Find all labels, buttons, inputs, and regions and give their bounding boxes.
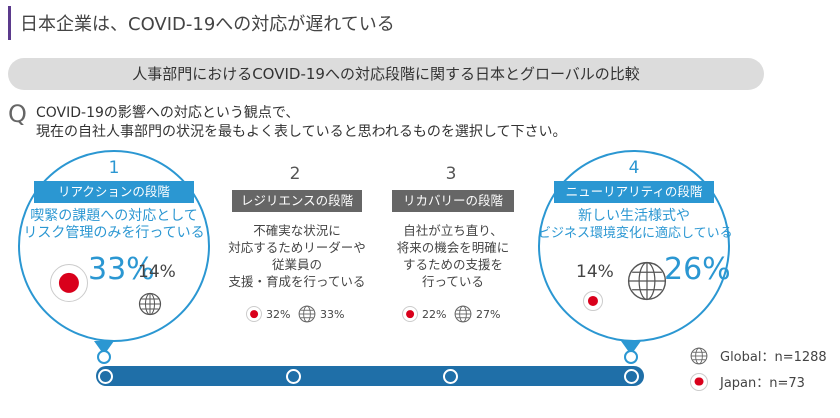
stage-1-japan-value: 33%	[88, 252, 155, 287]
japan-flag-icon	[402, 306, 418, 322]
stage-1-desc-2: リスク管理のみを行っている	[23, 225, 205, 241]
legend-japan-label: Japan：n=73	[720, 376, 805, 391]
stage-3-global-value: 27%	[476, 308, 501, 321]
globe-icon	[138, 292, 162, 316]
timeline-dot-3	[443, 369, 458, 384]
stage-2-desc-4: 支援・育成を行っている	[228, 274, 366, 289]
stage-3-japan-value: 22%	[422, 308, 447, 321]
stage-3-desc-2: 将来の機会を明確に	[396, 240, 510, 255]
stage-4-global-value: 26%	[664, 252, 731, 287]
stage-1-global-value: 14%	[138, 262, 176, 282]
stage-4-number: 4	[628, 158, 640, 178]
stage-1-pointer-dot	[97, 350, 111, 364]
stage-4-desc-2: ビジネス環境変化に適応している	[538, 226, 733, 241]
stage-3-desc-1: 自社が立ち直り、	[403, 223, 503, 238]
chart-subtitle: 人事部門におけるCOVID-19への対応段階に関する日本とグローバルの比較	[8, 58, 764, 90]
stage-4-circle	[538, 150, 730, 342]
question-line-1: COVID-19の影響への対応という観点で、	[36, 105, 300, 121]
title-accent-bar	[8, 6, 11, 40]
stage-3-desc-4: 行っている	[422, 274, 484, 289]
timeline-dot-4	[624, 369, 639, 384]
globe-icon	[298, 305, 316, 323]
japan-flag-icon	[246, 306, 262, 322]
stage-4-label: ニューリアリティの段階	[554, 181, 714, 203]
stage-3-label: リカバリーの段階	[392, 190, 514, 212]
globe-icon	[454, 305, 472, 323]
stage-2-japan-value: 32%	[266, 308, 291, 321]
stage-4-japan-value: 14%	[576, 262, 614, 282]
stage-timeline	[96, 366, 644, 386]
stage-3-desc-3: するための支援を	[402, 257, 503, 272]
stage-2-desc-1: 不確実な状況に	[253, 223, 341, 238]
stage-2-global-value: 33%	[320, 308, 345, 321]
stage-4-pointer-dot	[624, 350, 638, 364]
stage-4-desc-1: 新しい生活様式や	[578, 208, 690, 224]
stage-1-number: 1	[108, 158, 120, 178]
timeline-dot-2	[286, 369, 301, 384]
globe-icon	[690, 347, 708, 364]
stage-1-circle	[18, 150, 210, 342]
legend-japan: Japan：n=73	[690, 372, 805, 391]
japan-flag-icon	[690, 372, 708, 391]
timeline-dot-1	[98, 369, 113, 384]
page-title: 日本企業は、COVID-19への対応が遅れている	[20, 14, 395, 35]
stage-2-number: 2	[289, 164, 301, 184]
stage-2-desc-3: 従業員の	[271, 257, 322, 272]
legend-global: Global：n=1288	[690, 346, 827, 365]
stage-2-label: レジリエンスの段階	[232, 190, 362, 212]
stage-1-desc-1: 喫緊の課題への対応として	[30, 208, 198, 224]
globe-icon	[627, 261, 667, 301]
stage-2-desc-2: 対応するためリーダーや	[228, 240, 366, 255]
stage-3-number: 3	[445, 164, 457, 184]
question-line-2: 現在の自社人事部門の状況を最もよく表していると思われるものを選択して下さい。	[36, 124, 567, 140]
legend-global-label: Global：n=1288	[720, 350, 827, 365]
japan-flag-icon	[583, 291, 603, 311]
japan-flag-icon	[50, 264, 88, 302]
stage-1-label: リアクションの段階	[34, 181, 194, 203]
question-mark: Q	[8, 100, 27, 128]
